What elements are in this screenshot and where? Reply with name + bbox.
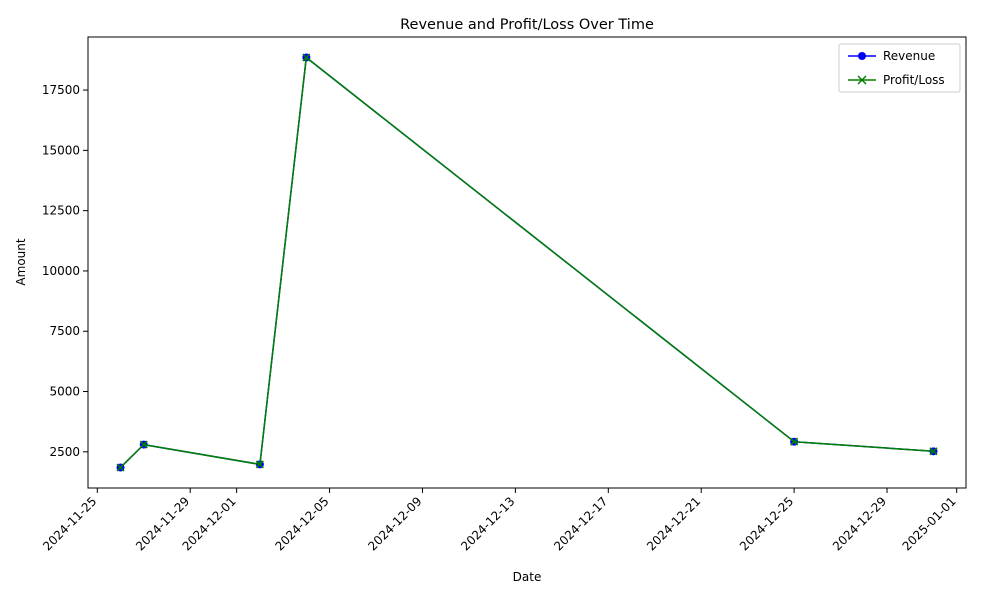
y-tick-label-6: 17500: [42, 83, 80, 97]
profit-loss-point-1: [139, 440, 148, 449]
x-tick-label-5: 2024-12-13: [458, 494, 517, 553]
legend: Revenue Profit/Loss: [838, 43, 961, 93]
x-tick-label-8: 2024-12-25: [737, 494, 796, 553]
legend-profit-label: Profit/Loss: [883, 73, 945, 87]
chart-title: Revenue and Profit/Loss Over Time: [400, 17, 654, 33]
x-tick-label-6: 2024-12-17: [551, 494, 610, 553]
plot-area: [87, 36, 967, 489]
profit-loss-point-4: [790, 437, 799, 446]
x-axis-label: Date: [513, 570, 542, 584]
series-layer: [116, 53, 938, 472]
legend-profit-marker: [857, 75, 867, 85]
profit-loss-point-0: [116, 463, 125, 472]
y-tick-label-0: 2500: [49, 445, 80, 459]
x-tick-label-3: 2024-12-05: [272, 494, 331, 553]
profit-loss-point-2: [255, 460, 264, 469]
profit-loss-point-3: [302, 53, 311, 62]
x-tick-label-4: 2024-12-09: [365, 494, 424, 553]
x-tick-label-7: 2024-12-21: [644, 494, 703, 553]
series-line-profit-loss: [119, 56, 934, 469]
y-tick-label-1: 5000: [49, 385, 80, 399]
y-tick-label-3: 10000: [42, 264, 80, 278]
x-tick-label-10: 2025-01-01: [900, 494, 959, 553]
y-axis: 2500 5000 7500 10000 12500 15000 17500: [42, 83, 88, 459]
y-tick-label-2: 7500: [49, 324, 80, 338]
x-tick-label-0: 2024-11-25: [40, 494, 99, 553]
profit-loss-point-5: [929, 447, 938, 456]
x-tick-label-9: 2024-12-29: [830, 494, 889, 553]
y-tick-label-5: 15000: [42, 143, 80, 157]
legend-revenue-label: Revenue: [883, 49, 935, 63]
y-axis-label: Amount: [14, 238, 28, 285]
y-tick-label-4: 12500: [42, 204, 80, 218]
legend-revenue-marker: [858, 52, 866, 60]
